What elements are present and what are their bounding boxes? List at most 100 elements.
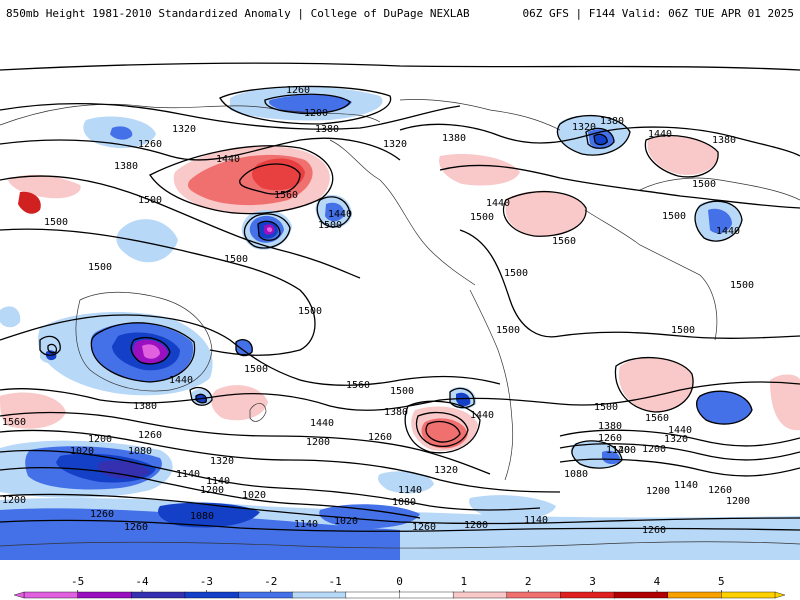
- colorbar-cell: [721, 591, 776, 599]
- colorbar-tick-label: 0: [396, 575, 403, 588]
- coastlines: [0, 99, 800, 549]
- contour-label: 1500: [138, 195, 162, 206]
- contour-label: 1440: [310, 418, 334, 429]
- contour-label: 1500: [224, 254, 248, 265]
- contour-label: 1500: [318, 220, 342, 231]
- contour-label: 1440: [169, 375, 193, 386]
- colorbar-tick-label: 1: [461, 575, 468, 588]
- contour-label: 1380: [315, 124, 339, 135]
- anomaly-map: 1260 1200 1320 1380 1260 1320 1380 1440 1500 1560…: [0, 40, 800, 560]
- colorbar-cell: [292, 591, 347, 599]
- contour-label: 1020: [334, 516, 358, 527]
- colorbar-tick-label: -5: [71, 575, 84, 588]
- colorbar-tick-label: -1: [329, 575, 342, 588]
- contour-label: 1500: [244, 364, 268, 375]
- contour-label: 1440: [486, 198, 510, 209]
- colorbar-tick-label: -2: [264, 575, 277, 588]
- contour-label: 1440: [648, 129, 672, 140]
- colorbar-min-arrow: [13, 591, 25, 599]
- contour-label: 1380: [384, 407, 408, 418]
- contour-label: 1500: [88, 262, 112, 273]
- contour-label: 1380: [442, 133, 466, 144]
- contour-label: 1200: [306, 437, 330, 448]
- contour-label: 1440: [716, 226, 740, 237]
- contour-label: 1500: [692, 179, 716, 190]
- contour-label: 1440: [328, 209, 352, 220]
- map-header: 850mb Height 1981-2010 Standardized Anom…: [0, 0, 800, 38]
- colorbar-cell: [345, 591, 401, 599]
- colorbar-cell: [667, 591, 723, 599]
- contour-label: 1200: [304, 108, 328, 119]
- height-contours: [0, 62, 800, 532]
- colorbar-cell: [131, 591, 186, 599]
- colorbar-tick-label: 4: [654, 575, 661, 588]
- colorbar-cell: [560, 591, 615, 599]
- contour-label: 1200: [2, 495, 26, 506]
- contour-label: 1320: [210, 456, 234, 467]
- colorbar-tick-label: -4: [135, 575, 149, 588]
- contour-label: 1260: [368, 432, 392, 443]
- contour-label: 1080: [564, 469, 588, 480]
- contour-label: 1260: [412, 522, 436, 533]
- contour-label: 1440: [470, 410, 494, 421]
- contour-label: 1380: [114, 161, 138, 172]
- colorbar-cell: [77, 591, 132, 599]
- anomaly-colorbar: -5 -4 -3 -2 -1 0 1 2 3 4 5: [13, 575, 786, 599]
- contour-label: 1380: [598, 421, 622, 432]
- contour-label: 1500: [390, 386, 414, 397]
- contour-label: 1080: [392, 497, 416, 508]
- contour-label: 1560: [2, 417, 26, 428]
- contour-label: 1200: [612, 445, 636, 456]
- contour-label: 1320: [434, 465, 458, 476]
- contour-label: 1560: [552, 236, 576, 247]
- contour-label: 1380: [600, 116, 624, 127]
- contour-label: 1560: [274, 190, 298, 201]
- contour-label: 1140: [398, 485, 422, 496]
- colorbar-cell: [399, 591, 454, 599]
- contour-label: 1500: [730, 280, 754, 291]
- colorbar-ticks: -5 -4 -3 -2 -1 0 1 2 3 4 5: [71, 575, 725, 592]
- contour-label: 1500: [470, 212, 494, 223]
- contour-label: 1440: [216, 154, 240, 165]
- contour-label: 1260: [138, 139, 162, 150]
- contour-label: 1200: [464, 520, 488, 531]
- contour-label: 1320: [572, 122, 596, 133]
- colorbar-tick-label: 5: [718, 575, 725, 588]
- colorbar-cells: [13, 591, 786, 599]
- contour-label: 1140: [524, 515, 548, 526]
- contour-label: 1260: [138, 430, 162, 441]
- colorbar-cell: [613, 591, 669, 599]
- contour-label: 1200: [642, 444, 666, 455]
- contour-label: 1140: [606, 445, 630, 456]
- contour-label: 1560: [346, 380, 370, 391]
- contour-label: 1500: [671, 325, 695, 336]
- contour-label: 1080: [128, 446, 152, 457]
- colorbar-max-arrow: [774, 591, 786, 599]
- contour-label: 1320: [664, 434, 688, 445]
- contour-label: 1380: [133, 401, 157, 412]
- contour-label: 1260: [286, 85, 310, 96]
- contour-label: 1140: [176, 469, 200, 480]
- contour-label: 1200: [726, 496, 750, 507]
- contour-label: 1140: [674, 480, 698, 491]
- map-title: 850mb Height 1981-2010 Standardized Anom…: [6, 7, 470, 20]
- colorbar-cell: [238, 591, 293, 599]
- model-valid-time: 06Z GFS | F144 Valid: 06Z TUE APR 01 202…: [522, 7, 794, 20]
- contour-label: 1500: [662, 211, 686, 222]
- colorbar-cell: [506, 591, 562, 599]
- contour-label: 1020: [70, 446, 94, 457]
- contour-label: 1260: [90, 509, 114, 520]
- contour-label: 1500: [504, 268, 528, 279]
- contour-label: 1500: [496, 325, 520, 336]
- contour-label: 1440: [668, 425, 692, 436]
- contour-label: 1320: [383, 139, 407, 150]
- contour-label: 1140: [206, 476, 230, 487]
- contour-label: 1200: [200, 485, 224, 496]
- contour-label: 1380: [712, 135, 736, 146]
- contour-label: 1020: [242, 490, 266, 501]
- colorbar-cell: [184, 591, 240, 599]
- contour-label: 1140: [294, 519, 318, 530]
- contour-label: 1500: [44, 217, 68, 228]
- contour-label: 1500: [298, 306, 322, 317]
